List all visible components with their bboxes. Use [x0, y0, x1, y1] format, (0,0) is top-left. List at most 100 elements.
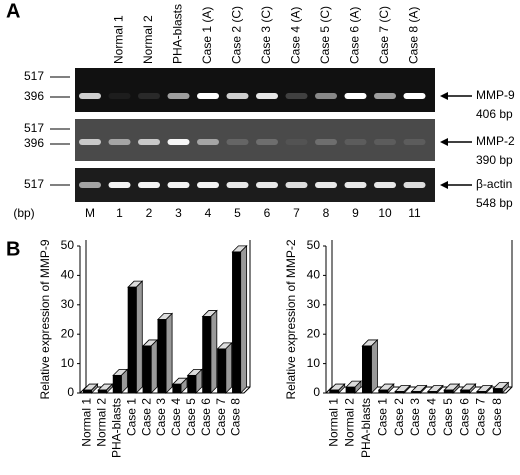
band: [79, 182, 101, 188]
bar-side: [371, 338, 378, 394]
band: [256, 139, 278, 145]
gel-mmp2: [75, 119, 435, 161]
band: [108, 93, 131, 99]
x-tick-label: Normal 1: [326, 398, 340, 447]
x-tick-label: Case 7: [474, 398, 488, 436]
blot-name: MMP-2: [476, 134, 515, 148]
x-tick-label: Case 4: [169, 398, 183, 436]
blot-name: MMP-9: [476, 88, 515, 102]
bar: [460, 389, 470, 394]
ladder-label: 396: [24, 89, 44, 103]
lane-number: 3: [175, 206, 182, 220]
panel-label: A: [6, 0, 20, 22]
bar-side: [210, 309, 218, 394]
bar-side: [135, 280, 143, 394]
band: [374, 182, 396, 188]
y-tick-label: 50: [61, 238, 75, 252]
bar: [82, 389, 92, 394]
bar: [362, 345, 372, 394]
bar: [127, 286, 137, 394]
bar: [345, 386, 356, 394]
x-tick-label: Normal 1: [80, 398, 94, 447]
band: [167, 139, 190, 145]
x-tick-label: Case 1: [375, 398, 389, 436]
x-tick-label: Case 5: [441, 398, 455, 436]
y-tick-label: 30: [307, 297, 321, 311]
lane-number: 6: [264, 206, 271, 220]
bar: [476, 391, 487, 394]
band: [138, 93, 160, 99]
bar: [492, 388, 503, 394]
axis-box: [325, 240, 513, 394]
band: [197, 93, 219, 99]
band: [197, 182, 219, 188]
lane-number: 1: [116, 206, 123, 220]
lane-label: Case 7 (C): [377, 6, 391, 64]
bar-side: [225, 341, 233, 394]
bar: [217, 348, 227, 394]
arrow-head: [440, 138, 448, 146]
ladder-label: 396: [24, 136, 44, 150]
band: [226, 93, 249, 99]
y-tick-label: 10: [307, 356, 321, 370]
bar: [443, 389, 454, 394]
lane-label: Case 2 (C): [230, 6, 244, 64]
bar-side: [150, 338, 158, 394]
blot-size: 390 bp: [476, 153, 513, 167]
x-tick-label: Case 5: [184, 398, 198, 436]
panel-label: B: [6, 238, 20, 260]
band: [138, 182, 160, 188]
lane-number: 9: [352, 206, 359, 220]
band: [167, 93, 190, 99]
bar: [112, 374, 122, 394]
x-tick-label: Case 1: [124, 398, 138, 436]
band: [315, 139, 337, 145]
blot-size: 548 bp: [476, 196, 513, 210]
x-tick-label: Case 8: [490, 398, 504, 436]
lane-number: 11: [408, 206, 421, 220]
arrow-head: [440, 92, 448, 100]
bar: [411, 391, 421, 394]
y-tick-label: 20: [307, 326, 321, 340]
bar: [202, 316, 212, 394]
band: [256, 93, 278, 99]
x-tick-label: Case 3: [408, 398, 422, 436]
band: [374, 93, 396, 99]
y-axis-label: Relative expression of MMP-2: [284, 239, 298, 399]
x-tick-label: Case 6: [199, 398, 213, 436]
lane-label: PHA-blasts: [171, 4, 185, 64]
band: [167, 182, 190, 188]
lane-number: 5: [234, 206, 241, 220]
lane-label: Case 4 (A): [289, 7, 303, 64]
band: [226, 182, 249, 188]
gel-mmp9: [75, 68, 435, 112]
lane-number: 10: [378, 206, 392, 220]
band: [403, 182, 426, 188]
y-tick-label: 0: [67, 385, 74, 399]
y-tick-label: 40: [61, 268, 75, 282]
band: [374, 139, 396, 145]
lane-label: Case 1 (A): [200, 7, 214, 64]
x-tick-label: Case 2: [392, 398, 406, 436]
y-tick-label: 30: [61, 297, 75, 311]
band: [403, 139, 426, 145]
x-tick-label: Case 6: [457, 398, 471, 436]
band: [285, 182, 308, 188]
band: [108, 182, 131, 188]
band: [344, 93, 367, 99]
band: [315, 182, 337, 188]
x-tick-label: Case 3: [154, 398, 168, 436]
y-axis-label: Relative expression of MMP-9: [38, 239, 52, 399]
band: [256, 182, 278, 188]
bar: [172, 383, 182, 394]
bar: [427, 391, 438, 394]
lane-label: Case 5 (C): [318, 6, 332, 64]
bar: [157, 319, 167, 394]
lane-number: 7: [293, 206, 300, 220]
band: [79, 93, 101, 99]
bar: [142, 345, 152, 394]
ladder-label: 517: [24, 69, 44, 83]
lane-label: Normal 2: [141, 15, 155, 64]
y-tick-label: 50: [307, 238, 321, 252]
